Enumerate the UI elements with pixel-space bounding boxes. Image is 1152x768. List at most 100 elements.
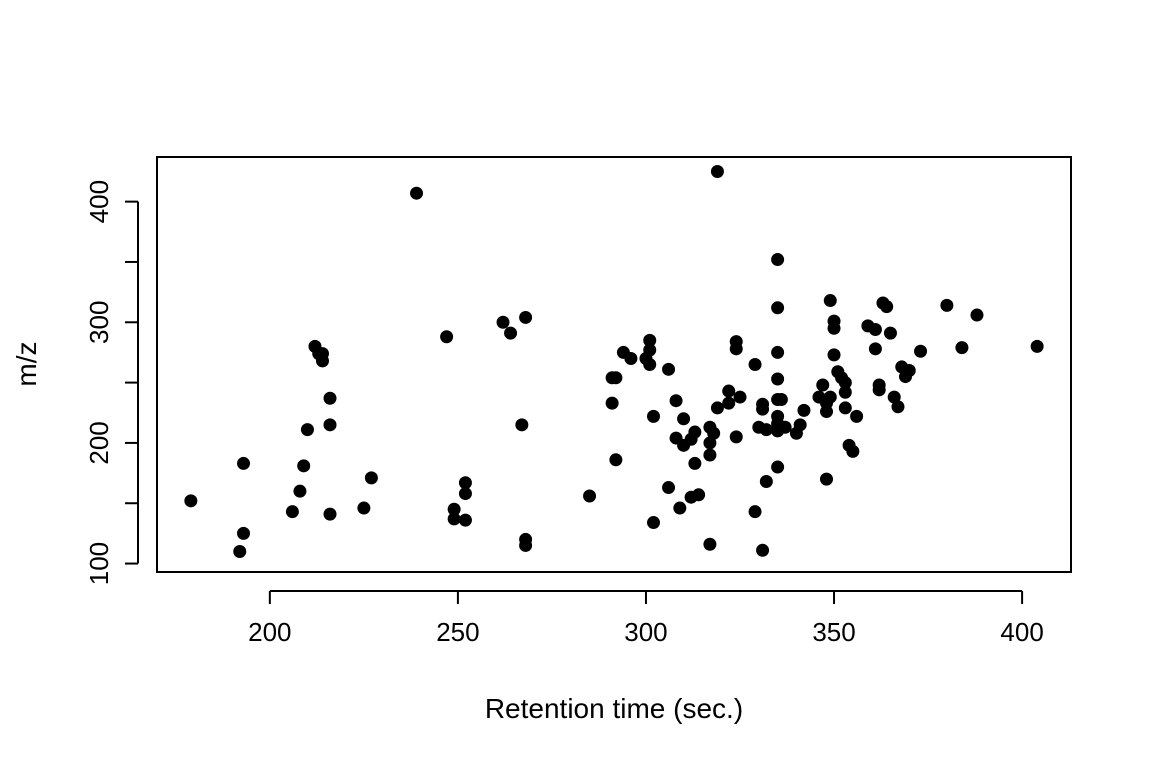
data-point	[515, 418, 529, 432]
data-point	[846, 444, 860, 458]
data-point	[850, 409, 864, 423]
data-point	[748, 358, 762, 371]
data-point	[827, 348, 841, 362]
x-axis: 200 250 300 350 400	[248, 590, 1044, 647]
data-point	[688, 425, 702, 439]
data-point	[688, 456, 702, 470]
x-tick-label: 350	[812, 617, 855, 647]
data-point	[677, 412, 691, 426]
data-point	[816, 378, 830, 392]
data-point	[662, 481, 676, 495]
data-point	[669, 394, 683, 408]
data-point	[707, 426, 721, 440]
data-point	[868, 323, 882, 337]
data-point	[692, 488, 706, 502]
y-tick-label: 200	[84, 421, 114, 464]
y-axis-title: m/z	[11, 341, 42, 386]
x-tick-label: 300	[624, 617, 667, 647]
data-point	[646, 409, 660, 423]
x-axis-title: Retention time (sec.)	[485, 693, 743, 724]
data-point	[771, 372, 785, 386]
data-point	[868, 342, 882, 356]
data-point	[838, 376, 852, 390]
data-point	[955, 341, 969, 355]
data-points	[184, 164, 1044, 558]
data-point	[902, 364, 916, 378]
data-point	[710, 401, 724, 415]
data-point	[323, 391, 337, 405]
data-point	[237, 526, 251, 540]
data-point	[778, 420, 792, 434]
data-point	[748, 505, 762, 519]
data-point	[820, 405, 834, 419]
data-point	[440, 330, 454, 344]
data-point	[519, 310, 533, 324]
data-point	[756, 402, 770, 416]
data-point	[771, 253, 785, 267]
data-point	[1030, 339, 1044, 353]
data-point	[297, 459, 311, 473]
data-point	[793, 418, 807, 432]
data-point	[233, 544, 247, 558]
data-point	[703, 537, 717, 551]
data-point	[771, 301, 785, 315]
data-point	[364, 471, 378, 485]
data-point	[729, 430, 743, 444]
data-point	[673, 501, 687, 515]
data-point	[458, 476, 472, 490]
data-point	[410, 186, 424, 200]
data-point	[703, 448, 717, 462]
data-point	[643, 343, 657, 357]
data-point	[237, 456, 251, 470]
data-point	[300, 423, 314, 437]
data-point	[447, 512, 461, 526]
data-point	[496, 315, 510, 329]
data-point	[662, 362, 676, 376]
y-tick-label: 300	[84, 301, 114, 344]
data-point	[970, 308, 984, 322]
data-point	[293, 484, 307, 498]
y-tick-label: 400	[84, 180, 114, 223]
data-point	[823, 390, 837, 404]
data-point	[914, 344, 928, 358]
data-point	[733, 390, 747, 404]
data-point	[771, 460, 785, 474]
data-point	[774, 392, 788, 406]
data-point	[838, 401, 852, 415]
data-point	[504, 326, 518, 340]
data-point	[729, 342, 743, 356]
y-tick-label: 100	[84, 542, 114, 585]
data-point	[838, 385, 852, 399]
data-point	[710, 164, 724, 178]
data-point	[827, 321, 841, 335]
x-tick-label: 400	[1000, 617, 1043, 647]
data-point	[458, 513, 472, 527]
data-point	[184, 494, 198, 508]
data-point	[624, 351, 638, 365]
data-point	[722, 384, 736, 398]
data-point	[609, 453, 623, 467]
data-point	[357, 501, 371, 515]
x-tick-label: 200	[248, 617, 291, 647]
data-point	[458, 487, 472, 501]
y-axis: 100 200 300 400	[84, 180, 139, 585]
x-tick-label: 250	[436, 617, 479, 647]
plot-frame	[156, 156, 1072, 573]
data-point	[891, 400, 905, 414]
data-point	[820, 472, 834, 486]
data-point	[609, 371, 623, 385]
data-point	[323, 418, 337, 432]
data-point	[759, 423, 773, 437]
data-point	[756, 543, 770, 557]
data-point	[605, 396, 619, 410]
data-point	[771, 345, 785, 359]
data-point	[759, 475, 773, 489]
data-point	[872, 383, 886, 397]
data-point	[883, 326, 897, 340]
data-point	[722, 396, 736, 410]
data-point	[323, 507, 337, 521]
data-point	[823, 294, 837, 308]
data-point	[583, 489, 597, 503]
